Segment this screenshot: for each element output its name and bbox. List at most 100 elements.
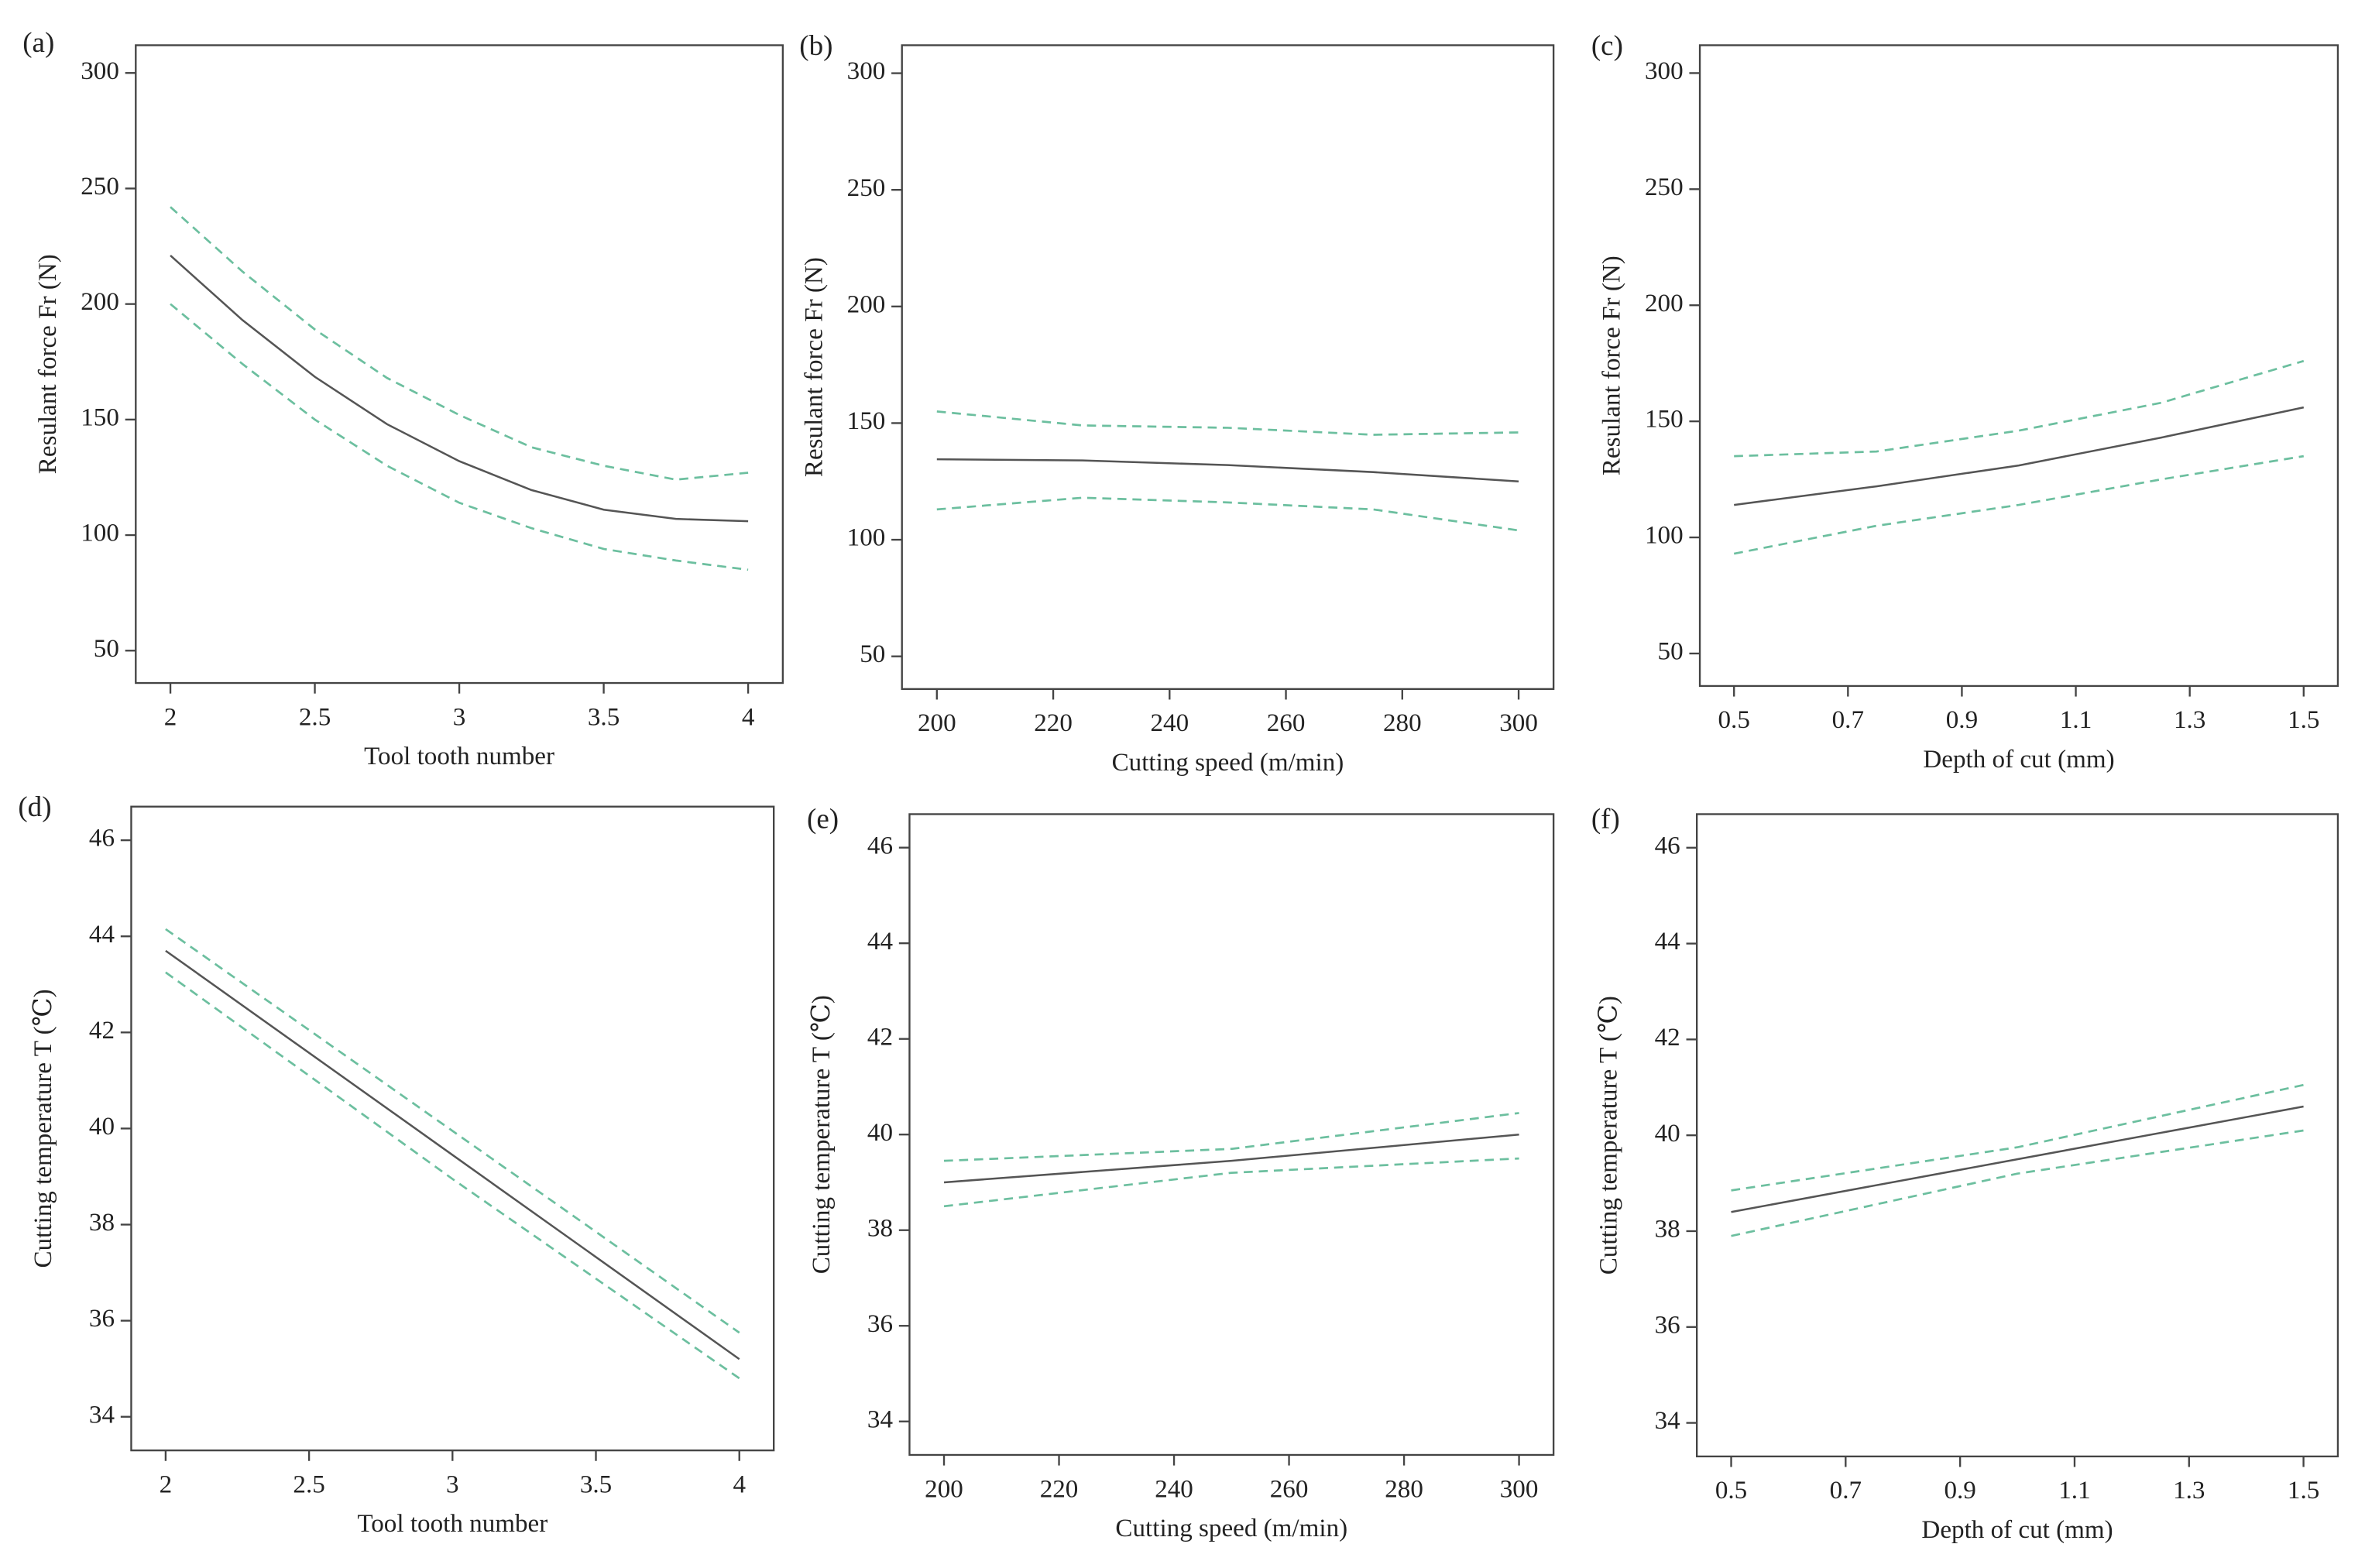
fit-line [1731,1105,2304,1213]
y-tick-label: 250 [81,173,119,201]
y-tick-label: 50 [1658,638,1684,666]
y-tick-label: 50 [860,640,885,668]
x-tick-label: 240 [1150,709,1189,737]
x-tick-label: 300 [1500,1475,1539,1503]
x-tick-label: 260 [1267,709,1306,737]
x-tick-label: 220 [1040,1475,1079,1503]
x-tick-label: 2 [160,1470,173,1498]
y-axis-label: Resulant force Fr (N) [34,254,62,474]
x-tick-label: 2 [164,703,177,731]
x-tick-label: 1.1 [2058,1477,2090,1505]
x-tick-label: 300 [1499,709,1538,737]
x-tick-label: 1.1 [2060,706,2092,734]
confidence-line [1731,1083,2304,1192]
y-tick-label: 250 [847,174,886,202]
y-tick-label: 300 [847,57,886,85]
fit-line [165,949,740,1360]
x-tick-label: 0.9 [1944,1477,1975,1505]
fit-line [1734,406,2305,506]
confidence-line [170,206,749,481]
x-tick-label: 240 [1155,1475,1193,1503]
confidence-line [943,1157,1519,1208]
y-tick-label: 34 [89,1401,115,1429]
y-tick-label: 36 [1655,1311,1680,1339]
y-axis-label: Resulant force Fr (N) [1598,256,1626,475]
y-tick-label: 38 [1655,1216,1680,1244]
y-tick-label: 100 [847,524,886,552]
x-tick-label: 1.3 [2174,706,2205,734]
x-axis-label: Depth of cut (mm) [1923,746,2114,774]
y-tick-label: 200 [1645,290,1684,317]
panel-label: (d) [18,791,51,823]
y-tick-label: 200 [81,288,119,316]
y-tick-label: 46 [867,832,893,859]
plot-frame [1695,813,2339,1458]
y-axis-label: Cutting temperature T (℃) [1595,996,1623,1275]
y-tick-label: 300 [1645,57,1684,85]
x-axis-label: Depth of cut (mm) [1921,1516,2113,1544]
x-tick-label: 0.7 [1830,1477,1862,1505]
y-axis-label: Cutting temperature T (℃) [808,995,836,1274]
y-tick-label: 150 [1645,406,1684,434]
confidence-line [170,303,749,571]
confidence-line [165,928,740,1334]
y-tick-label: 44 [1655,928,1681,956]
y-tick-label: 150 [847,407,886,435]
fit-line [943,1133,1519,1184]
x-tick-label: 4 [733,1470,746,1498]
x-tick-label: 0.5 [1715,1477,1747,1505]
x-axis-label: Tool tooth number [364,743,554,770]
plot-frame [130,805,775,1452]
x-tick-label: 3.5 [588,703,620,731]
x-tick-label: 220 [1034,709,1073,737]
panel-label: (a) [22,27,54,59]
plot-frame [1698,44,2339,688]
x-tick-label: 2.5 [293,1470,324,1498]
plot-frame [135,44,784,684]
x-tick-label: 1.3 [2173,1477,2205,1505]
y-tick-label: 42 [867,1023,893,1051]
y-tick-label: 38 [867,1214,893,1242]
x-tick-label: 3.5 [580,1470,612,1498]
x-tick-label: 280 [1383,709,1422,737]
confidence-line [936,410,1519,436]
x-tick-label: 2.5 [299,703,331,731]
y-tick-label: 42 [89,1017,115,1045]
panel-label: (e) [807,804,839,835]
y-tick-label: 50 [94,635,119,663]
y-tick-label: 38 [89,1209,115,1237]
y-tick-label: 44 [867,928,894,956]
y-tick-label: 36 [867,1310,893,1338]
confidence-line [936,496,1519,532]
plot-frame [901,44,1555,690]
x-tick-label: 200 [925,1475,963,1503]
fit-line [936,458,1519,482]
x-tick-label: 3 [446,1470,459,1498]
y-tick-label: 100 [1645,522,1684,550]
x-tick-label: 1.5 [2288,706,2319,734]
y-tick-label: 300 [81,57,119,85]
y-tick-label: 34 [867,1405,894,1433]
panel-label: (f) [1591,804,1620,835]
y-tick-label: 250 [1645,173,1684,201]
x-axis-label: Tool tooth number [357,1510,547,1538]
x-tick-label: 0.9 [1946,706,1978,734]
x-axis-label: Cutting speed (m/min) [1115,1515,1347,1542]
confidence-line [165,971,740,1380]
x-tick-label: 0.5 [1718,706,1750,734]
x-tick-label: 1.5 [2288,1477,2319,1505]
y-axis-label: Resulant force Fr (N) [800,257,828,477]
confidence-line [1734,359,2305,458]
confidence-line [1731,1129,2304,1237]
panel-label: (c) [1591,30,1623,62]
y-tick-label: 34 [1655,1407,1681,1435]
y-tick-label: 42 [1655,1024,1680,1052]
y-tick-label: 100 [81,520,119,547]
confidence-line [943,1112,1519,1162]
x-tick-label: 0.7 [1832,706,1864,734]
y-tick-label: 44 [89,921,115,949]
fit-line [170,255,749,523]
x-axis-label: Cutting speed (m/min) [1112,749,1344,777]
x-tick-label: 260 [1270,1475,1309,1503]
